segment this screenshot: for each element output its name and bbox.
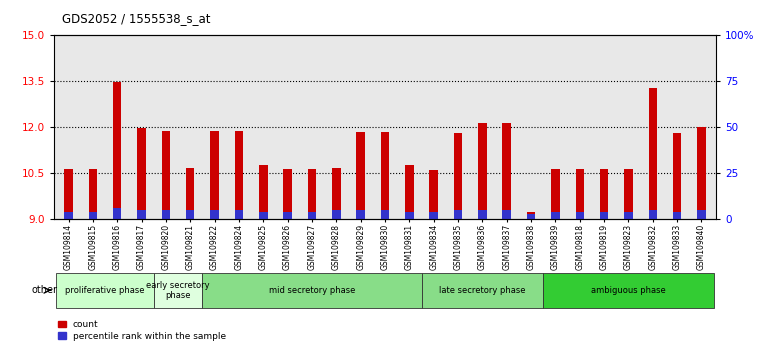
Bar [478,210,487,219]
Bar [600,170,608,219]
Bar [544,273,714,308]
Bar [64,169,73,219]
Bar [697,127,706,219]
Bar [210,131,219,219]
Bar [56,273,154,308]
Text: mid secretory phase: mid secretory phase [269,286,355,295]
Bar [357,210,365,219]
Bar [137,210,146,219]
Bar [332,210,340,219]
Bar [210,210,219,219]
Bar [113,209,122,219]
Bar [551,170,560,219]
Bar [283,170,292,219]
Bar [405,165,413,219]
Bar [430,170,438,219]
Bar [405,212,413,219]
Text: early secretory
phase: early secretory phase [146,281,210,300]
Bar [380,210,390,219]
Text: late secretory phase: late secretory phase [439,286,526,295]
Bar [89,170,97,219]
Bar [332,168,340,219]
Bar [575,212,584,219]
Bar [503,210,511,219]
Text: other: other [32,285,58,295]
Text: GDS2052 / 1555538_s_at: GDS2052 / 1555538_s_at [62,12,210,25]
Bar [308,212,316,219]
Bar [527,214,535,219]
Bar [380,132,390,219]
Bar [551,212,560,219]
Bar [308,170,316,219]
Bar [454,210,462,219]
Bar [430,212,438,219]
Bar [697,210,706,219]
Bar [64,212,73,219]
Bar [503,123,511,219]
Bar [162,210,170,219]
Bar [624,169,633,219]
Bar [600,212,608,219]
Bar [648,88,657,219]
Bar [648,210,657,219]
Bar [235,210,243,219]
Bar [259,165,267,219]
Bar [186,168,195,219]
Bar [527,212,535,219]
Bar [673,133,681,219]
Legend: count, percentile rank within the sample: count, percentile rank within the sample [59,320,226,341]
Bar [259,212,267,219]
Bar [113,82,122,219]
Bar [154,273,203,308]
Bar [357,132,365,219]
Bar [162,131,170,219]
Bar [235,131,243,219]
Bar [673,212,681,219]
Bar [421,273,544,308]
Text: ambiguous phase: ambiguous phase [591,286,666,295]
Bar [478,123,487,219]
Bar [186,210,195,219]
Bar [575,170,584,219]
Bar [624,212,633,219]
Text: proliferative phase: proliferative phase [65,286,145,295]
Bar [454,133,462,219]
Bar [203,273,421,308]
Bar [137,128,146,219]
Bar [283,212,292,219]
Bar [89,212,97,219]
